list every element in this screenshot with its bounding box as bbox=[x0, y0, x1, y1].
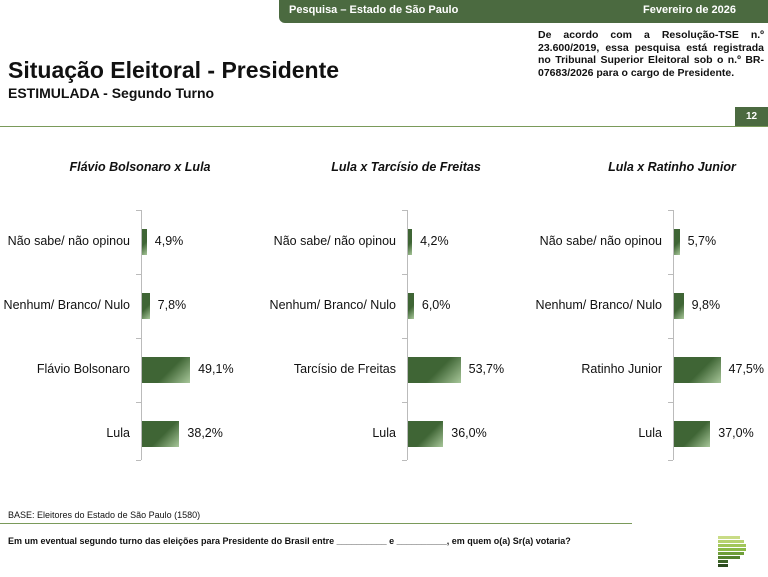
bar bbox=[142, 293, 150, 319]
chart-axis bbox=[407, 210, 408, 460]
axis-tick bbox=[402, 460, 407, 461]
bar bbox=[674, 229, 680, 255]
value-label: 53,7% bbox=[468, 362, 505, 376]
bar bbox=[142, 357, 191, 383]
category-label: Nenhum/ Branco/ Nulo bbox=[535, 298, 662, 312]
value-label: 47,5% bbox=[728, 362, 764, 376]
value-label: 4,9% bbox=[154, 234, 184, 248]
bar bbox=[674, 357, 721, 383]
value-label: 5,7% bbox=[687, 234, 717, 248]
value-label: 37,0% bbox=[718, 426, 754, 440]
value-label: 4,2% bbox=[420, 234, 449, 248]
axis-tick bbox=[668, 460, 673, 461]
category-label: Não sabe/ não opinou bbox=[7, 234, 130, 248]
bar bbox=[408, 293, 414, 319]
base-note: BASE: Eleitores do Estado de São Paulo (… bbox=[8, 510, 201, 520]
category-label: Nenhum/ Branco/ Nulo bbox=[3, 298, 130, 312]
category-label: Não sabe/ não opinou bbox=[539, 234, 662, 248]
category-label: Lula bbox=[372, 426, 396, 440]
registration-note: De acordo com a Resolução-TSE n.º 23.600… bbox=[538, 29, 764, 79]
bar bbox=[142, 421, 180, 447]
axis-tick bbox=[136, 274, 141, 275]
survey-label: Pesquisa – Estado de São Paulo bbox=[289, 4, 459, 16]
bar bbox=[408, 357, 461, 383]
footer-divider bbox=[0, 523, 632, 524]
axis-tick bbox=[668, 274, 673, 275]
page-title: Situação Eleitoral - Presidente bbox=[8, 57, 340, 83]
chart-title: Lula x Ratinho Junior bbox=[608, 160, 736, 174]
bar bbox=[674, 421, 711, 447]
axis-tick bbox=[136, 402, 141, 403]
value-label: 49,1% bbox=[198, 362, 234, 376]
page-subtitle: ESTIMULADA - Segundo Turno bbox=[8, 85, 215, 101]
category-label: Não sabe/ não opinou bbox=[273, 234, 396, 248]
chart-axis bbox=[141, 210, 142, 460]
category-label: Lula bbox=[638, 426, 662, 440]
axis-tick bbox=[402, 338, 407, 339]
chart-title: Lula x Tarcísio de Freitas bbox=[331, 160, 481, 174]
date-label: Fevereiro de 2026 bbox=[643, 4, 736, 16]
axis-tick bbox=[668, 338, 673, 339]
logo-icon bbox=[718, 536, 746, 567]
value-label: 6,0% bbox=[421, 298, 451, 312]
category-label: Ratinho Junior bbox=[581, 362, 662, 376]
bar bbox=[408, 229, 413, 255]
bar bbox=[674, 293, 684, 319]
category-label: Flávio Bolsonaro bbox=[36, 362, 130, 376]
category-label: Lula bbox=[106, 426, 130, 440]
category-label: Tarcísio de Freitas bbox=[293, 362, 396, 376]
axis-tick bbox=[402, 402, 407, 403]
axis-tick bbox=[668, 402, 673, 403]
value-label: 38,2% bbox=[187, 426, 223, 440]
question-text: Em um eventual segundo turno das eleiçõe… bbox=[8, 536, 571, 546]
bar bbox=[142, 229, 147, 255]
divider bbox=[0, 126, 768, 127]
category-label: Nenhum/ Branco/ Nulo bbox=[269, 298, 396, 312]
axis-tick bbox=[136, 338, 141, 339]
axis-tick bbox=[136, 460, 141, 461]
chart-title: Flávio Bolsonaro x Lula bbox=[69, 160, 211, 174]
header-bar: Pesquisa – Estado de São Paulo Fevereiro… bbox=[279, 0, 768, 23]
value-label: 7,8% bbox=[157, 298, 187, 312]
axis-tick bbox=[668, 210, 673, 211]
chart-axis bbox=[673, 210, 674, 460]
value-label: 9,8% bbox=[691, 298, 721, 312]
axis-tick bbox=[136, 210, 141, 211]
page-number: 12 bbox=[735, 107, 768, 126]
axis-tick bbox=[402, 210, 407, 211]
value-label: 36,0% bbox=[451, 426, 487, 440]
bar bbox=[408, 421, 444, 447]
axis-tick bbox=[402, 274, 407, 275]
